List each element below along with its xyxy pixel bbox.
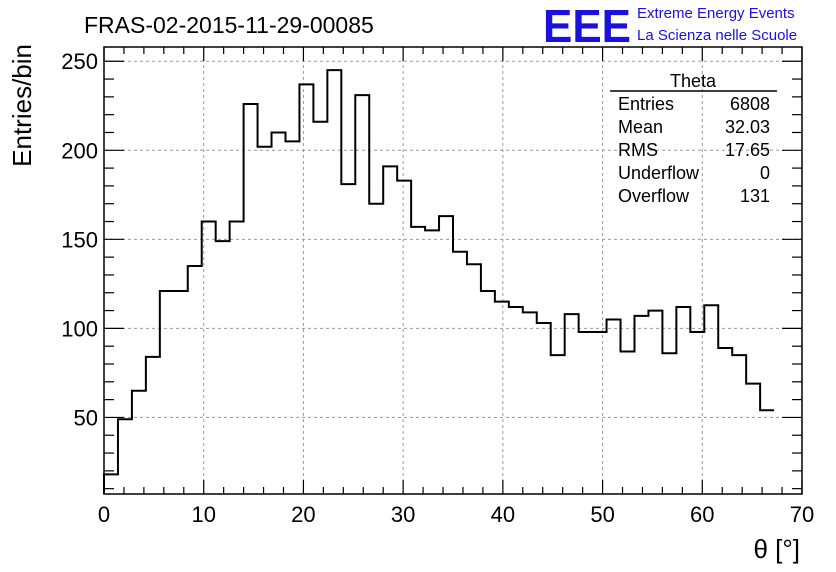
eee-logo-mark: EEE bbox=[543, 0, 631, 52]
x-tick-label: 10 bbox=[191, 502, 215, 527]
stat-value: 131 bbox=[740, 186, 770, 206]
grid-layer bbox=[104, 47, 802, 494]
stat-label: Overflow bbox=[618, 186, 690, 206]
stats-box-title: Theta bbox=[670, 71, 717, 91]
tick-labels: 0 10 20 30 40 50 60 70 50 100 150 200 250 bbox=[61, 49, 814, 527]
logo-line-1: Extreme Energy Events bbox=[637, 5, 795, 22]
logo-line-2: La Scienza nelle Scuole bbox=[637, 27, 797, 44]
stat-label: Entries bbox=[618, 94, 674, 114]
x-axis-label: θ [°] bbox=[753, 534, 800, 564]
x-tick-label: 60 bbox=[690, 502, 714, 527]
ticks-layer bbox=[103, 47, 803, 494]
x-tick-label: 70 bbox=[790, 502, 814, 527]
y-tick-label: 50 bbox=[74, 405, 98, 430]
x-tick-label: 40 bbox=[491, 502, 515, 527]
stat-value: 17.65 bbox=[725, 140, 770, 160]
x-tick-label: 20 bbox=[291, 502, 315, 527]
stat-value: 6808 bbox=[730, 94, 770, 114]
y-tick-label: 250 bbox=[61, 49, 98, 74]
y-tick-label: 200 bbox=[61, 138, 98, 163]
stat-value: 0 bbox=[760, 163, 770, 183]
chart-title: FRAS-02-2015-11-29-00085 bbox=[84, 12, 374, 38]
stat-label: RMS bbox=[618, 140, 658, 160]
stat-value: 32.03 bbox=[725, 117, 770, 137]
x-tick-label: 0 bbox=[98, 502, 110, 527]
stat-label: Mean bbox=[618, 117, 663, 137]
histogram-outline bbox=[103, 69, 775, 494]
y-axis-label: Entries/bin bbox=[7, 44, 37, 167]
x-tick-label: 30 bbox=[391, 502, 415, 527]
y-tick-label: 100 bbox=[61, 316, 98, 341]
x-tick-label: 50 bbox=[590, 502, 614, 527]
y-tick-label: 150 bbox=[61, 227, 98, 252]
plot-frame bbox=[103, 46, 803, 495]
stat-label: Underflow bbox=[618, 163, 700, 183]
stats-rows: Entries 6808 Mean 32.03 RMS 17.65 Underflow 0 Ov… bbox=[618, 94, 770, 206]
stats-box: Theta Entries 6808 Mean 32.03 RMS 17.65 Underf… bbox=[610, 71, 777, 206]
